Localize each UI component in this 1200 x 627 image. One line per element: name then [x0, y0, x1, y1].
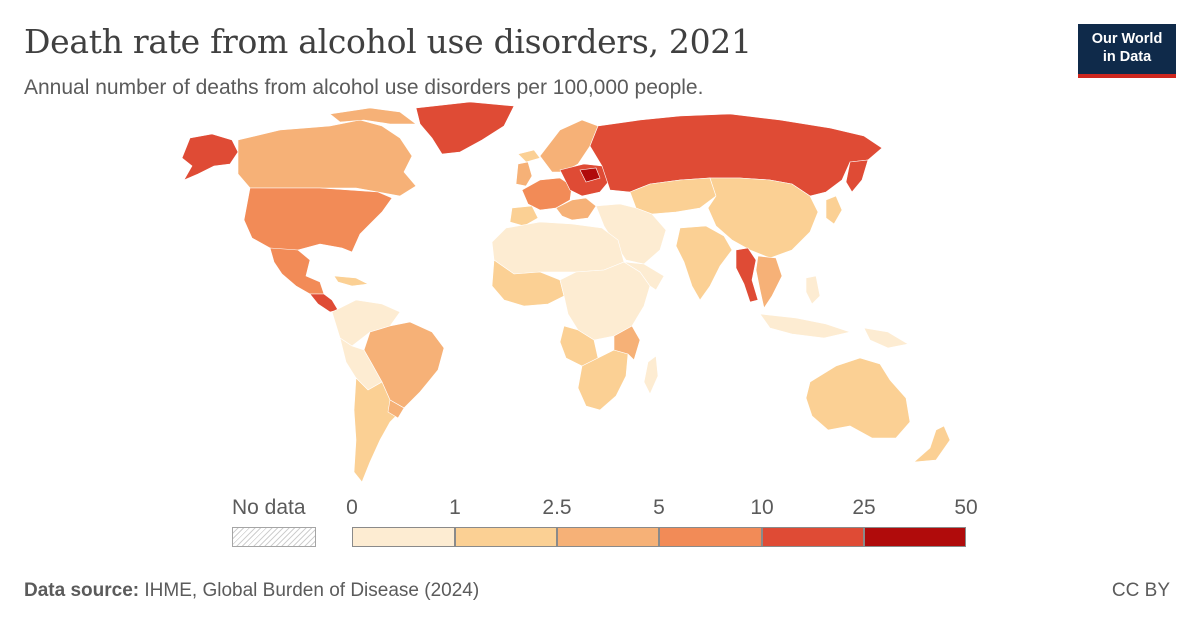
region-papua[interactable] — [863, 327, 909, 349]
region-north-africa[interactable] — [491, 221, 625, 275]
legend-bin-25-50[interactable] — [864, 527, 966, 547]
region-usa[interactable] — [243, 187, 393, 259]
region-west-africa[interactable] — [491, 259, 565, 307]
region-central-africa[interactable] — [559, 261, 651, 341]
region-alaska[interactable] — [181, 133, 239, 181]
legend-bin-10-25[interactable] — [762, 527, 864, 547]
legend-bin-2.5-5[interactable] — [557, 527, 659, 547]
chart-title: Death rate from alcohol use disorders, 2… — [24, 22, 752, 61]
world-map — [181, 101, 951, 483]
chart-subtitle: Annual number of deaths from alcohol use… — [24, 76, 704, 99]
region-southeast-asia[interactable] — [755, 255, 783, 309]
data-source: Data source: IHME, Global Burden of Dise… — [24, 580, 479, 602]
license-link[interactable]: CC BY — [1111, 580, 1170, 601]
region-mexico[interactable] — [269, 247, 325, 295]
region-madagascar[interactable] — [643, 355, 659, 395]
region-japan[interactable] — [825, 195, 843, 225]
region-iberia[interactable] — [509, 205, 539, 227]
region-philippines[interactable] — [805, 275, 821, 305]
logo-line-2: in Data — [1102, 49, 1152, 65]
legend-no-data-swatch[interactable] — [232, 527, 316, 547]
region-russia[interactable] — [589, 113, 883, 197]
region-caribbean[interactable] — [333, 275, 370, 287]
owid-logo[interactable]: Our World in Data — [1078, 24, 1176, 78]
region-uk[interactable] — [515, 161, 533, 187]
legend-bin-5-10[interactable] — [659, 527, 762, 547]
legend-bin-0-1[interactable] — [352, 527, 455, 547]
region-south-asia[interactable] — [675, 225, 733, 301]
region-iceland[interactable] — [517, 149, 541, 163]
region-kamchatka[interactable] — [845, 159, 869, 193]
region-southern-europe[interactable] — [555, 197, 597, 221]
region-horn-of-africa[interactable] — [623, 261, 665, 291]
region-china[interactable] — [707, 177, 819, 259]
region-greenland[interactable] — [415, 101, 515, 155]
region-scandinavia[interactable] — [539, 119, 599, 173]
region-belarus[interactable] — [579, 167, 601, 183]
region-canada[interactable] — [237, 119, 417, 197]
logo-line-1: Our World — [1091, 31, 1163, 47]
region-uruguay[interactable] — [387, 399, 405, 419]
region-myanmar[interactable] — [735, 247, 759, 303]
data-source-text[interactable]: IHME, Global Burden of Disease (2024) — [139, 580, 480, 601]
region-central-america[interactable] — [309, 293, 339, 313]
region-southern-africa[interactable] — [577, 349, 629, 411]
region-australia[interactable] — [805, 357, 911, 439]
data-source-label: Data source: — [24, 580, 140, 601]
region-mozambique[interactable] — [613, 325, 641, 361]
legend-bin-1-2.5[interactable] — [455, 527, 557, 547]
region-indonesia[interactable] — [759, 313, 852, 339]
region-new-zealand[interactable] — [913, 425, 951, 463]
region-canada-islands[interactable] — [329, 107, 417, 125]
